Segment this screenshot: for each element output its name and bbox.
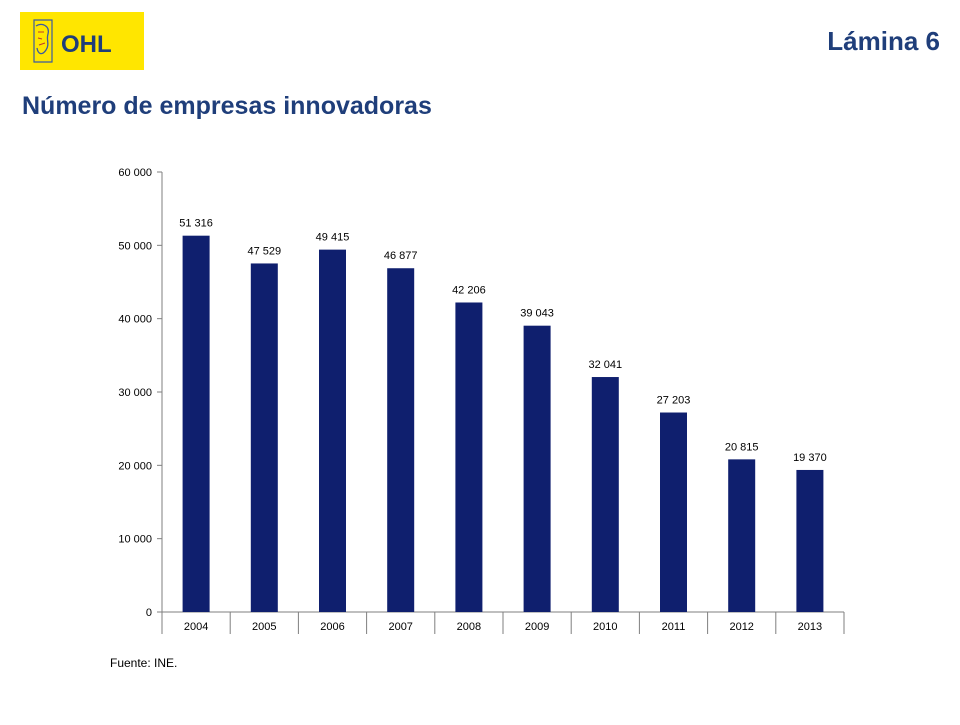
y-tick-label: 20 000 [118,460,152,472]
x-tick-label: 2007 [388,621,412,633]
y-tick-label: 40 000 [118,314,152,326]
data-label: 20 815 [725,441,759,453]
bar [250,263,278,612]
data-label: 51 316 [179,218,213,230]
x-tick-label: 2009 [525,621,549,633]
data-label: 47 529 [247,245,281,257]
x-tick-label: 2012 [729,621,753,633]
data-label: 39 043 [520,308,554,320]
bar [796,469,824,612]
bar [319,249,346,612]
source-note: Fuente: INE. [110,656,178,670]
x-tick-label: 2010 [593,621,617,633]
y-tick-label: 60 000 [118,167,152,179]
bar [387,268,415,612]
logo-text: OHL [61,31,112,58]
y-tick-label: 0 [146,607,152,619]
y-tick-label: 30 000 [118,387,152,399]
x-tick-label: 2013 [798,621,822,633]
bar [591,377,619,612]
bar [660,412,687,612]
data-label: 32 041 [588,359,622,371]
slide-label: Lámina 6 [827,26,940,56]
bar [455,302,483,612]
x-tick-label: 2005 [252,621,276,633]
data-label: 27 203 [657,395,691,407]
x-tick-label: 2011 [662,621,686,633]
bar [728,459,756,612]
data-label: 42 206 [452,284,486,296]
bar [182,235,210,612]
data-label: 19 370 [793,452,827,464]
y-tick-label: 10 000 [118,534,152,546]
page-title: Número de empresas innovadoras [22,92,432,120]
x-tick-label: 2008 [457,621,481,633]
y-tick-label: 50 000 [118,240,152,252]
x-tick-label: 2004 [184,621,208,633]
x-tick-label: 2006 [320,621,344,633]
data-label: 49 415 [316,232,350,244]
ohl-logo-graphic: OHL [20,12,144,70]
ohl-logo: OHL [20,12,144,70]
data-label: 46 877 [384,250,418,262]
bar [523,325,551,612]
